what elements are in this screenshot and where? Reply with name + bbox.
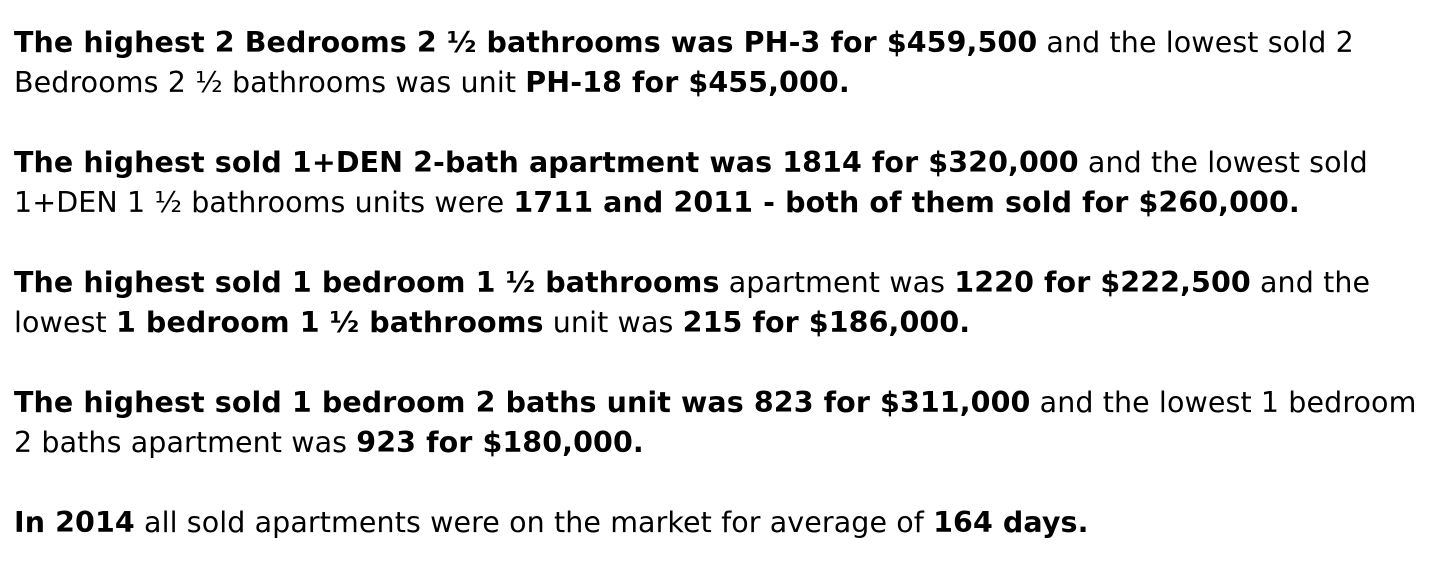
text-bold: 164 days. xyxy=(933,506,1089,539)
text-bold: PH-18 for $455,000. xyxy=(525,66,850,99)
text-bold: 215 for $186,000. xyxy=(682,306,971,339)
paragraph-1bed-2bath: The highest sold 1 bedroom 2 baths unit … xyxy=(14,383,1430,463)
text-regular: all sold apartments were on the market f… xyxy=(134,506,934,539)
paragraph-1den: The highest sold 1+DEN 2-bath apartment … xyxy=(14,143,1430,223)
paragraph-market-days: In 2014 all sold apartments were on the … xyxy=(14,503,1430,543)
text-regular: apartment was xyxy=(719,266,955,299)
text-bold: In 2014 xyxy=(14,506,135,539)
text-bold: The highest sold 1 bedroom 2 baths unit … xyxy=(14,386,1031,419)
text-bold: 923 for $180,000. xyxy=(356,426,644,459)
paragraph-2bed-2-5bath: The highest 2 Bedrooms 2 ½ bathrooms was… xyxy=(14,23,1430,103)
text-regular: and the lowest sold 1+DEN 1 ½ bathrooms … xyxy=(14,146,1368,219)
text-bold: The highest sold 1+DEN 2-bath apartment … xyxy=(14,146,1079,179)
text-regular: unit was xyxy=(543,306,683,339)
text-regular: and the lowest xyxy=(14,266,1371,339)
text-bold: 1711 and 2011 - both of them sold for $2… xyxy=(513,186,1300,219)
paragraph-1bed-1-5bath: The highest sold 1 bedroom 1 ½ bathrooms… xyxy=(14,263,1430,343)
text-bold: 1 bedroom 1 ½ bathrooms xyxy=(115,306,544,339)
text-bold: The highest sold 1 bedroom 1 ½ bathrooms xyxy=(14,266,720,299)
text-bold: The highest 2 Bedrooms 2 ½ bathrooms was… xyxy=(14,26,1038,59)
text-regular: and the lowest 1 bedroom 2 baths apartme… xyxy=(14,386,1417,459)
text-regular: and the lowest sold 2 Bedrooms 2 ½ bathr… xyxy=(14,26,1354,99)
text-bold: 1220 for $222,500 xyxy=(954,266,1251,299)
